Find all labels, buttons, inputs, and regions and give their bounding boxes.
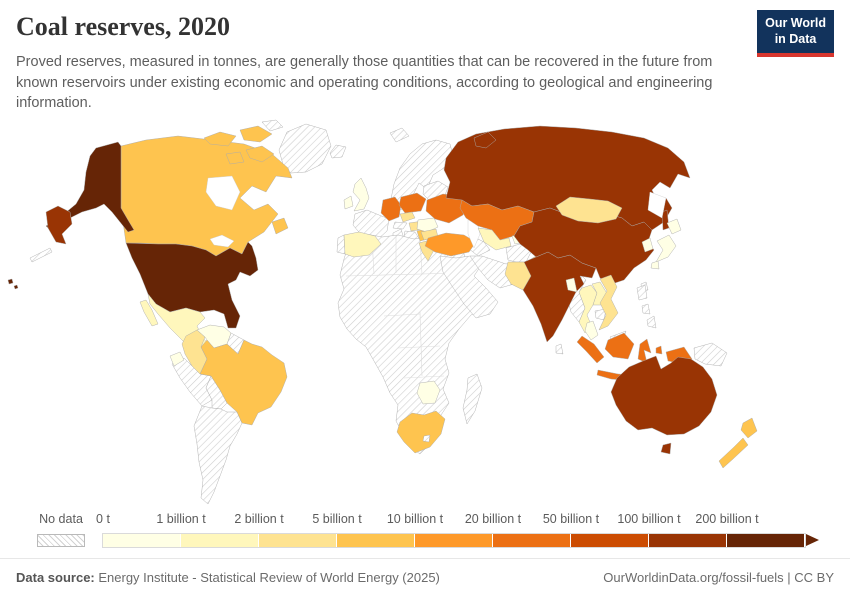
country-papua-new-guinea[interactable] — [693, 342, 728, 367]
data-source-label: Data source: — [16, 570, 95, 585]
owid-logo-line2: in Data — [774, 32, 817, 47]
legend-swatch[interactable] — [337, 534, 415, 547]
country-bangladesh[interactable] — [565, 277, 578, 293]
country-malaysia[interactable] — [584, 320, 599, 341]
legend-swatch[interactable] — [181, 534, 259, 547]
country-spain[interactable] — [343, 231, 382, 258]
legend-swatch[interactable] — [649, 534, 727, 547]
owid-logo-line1: Our World — [765, 16, 826, 30]
legend-swatch[interactable] — [103, 534, 181, 547]
country-south-africa[interactable] — [396, 410, 446, 454]
hudson-bay — [205, 175, 241, 211]
country-vietnam[interactable] — [598, 274, 619, 331]
footer: Data source: Energy Institute - Statisti… — [0, 558, 850, 585]
country-japan[interactable] — [650, 218, 682, 270]
legend-swatch[interactable] — [415, 534, 493, 547]
country-madagascar[interactable] — [462, 373, 483, 425]
legend-tick-label: 100 billion t — [617, 512, 681, 526]
legend-no-data-label: No data — [39, 512, 83, 526]
country-poland[interactable] — [398, 192, 427, 214]
country-philippines[interactable] — [636, 284, 657, 329]
legend-swatch[interactable] — [259, 534, 337, 547]
legend-tick-label: 0 t — [96, 512, 110, 526]
legend-tick-label: 2 billion t — [234, 512, 284, 526]
legend-tick-label: 50 billion t — [542, 512, 600, 526]
region-aleutian-islands[interactable] — [29, 247, 53, 263]
country-new-zealand[interactable] — [718, 417, 758, 469]
country-lesotho[interactable] — [422, 434, 431, 443]
country-czechia[interactable] — [399, 211, 416, 223]
country-south-korea[interactable] — [641, 237, 654, 253]
country-germany[interactable] — [380, 196, 402, 222]
chart-subtitle: Proved reserves, measured in tonnes, are… — [16, 54, 713, 112]
data-source-text: Data source: Energy Institute - Statisti… — [16, 570, 440, 585]
map-legend: No data 0 t 1 billion t 2 billion t 5 billi… — [0, 510, 850, 556]
country-arctic-island[interactable] — [261, 119, 284, 132]
country-sri-lanka[interactable] — [555, 343, 564, 355]
country-australia[interactable] — [610, 355, 718, 455]
country-united-kingdom[interactable] — [352, 177, 370, 212]
country-svalbard[interactable] — [389, 127, 410, 143]
legend-bar-frame — [102, 533, 806, 548]
country-uzbekistan[interactable] — [477, 227, 512, 251]
sea-of-okhotsk — [647, 191, 667, 219]
owid-footer-link[interactable]: OurWorldinData.org/fossil-fuels | CC BY — [603, 570, 834, 585]
country-ireland[interactable] — [343, 195, 354, 210]
legend-no-data-swatch[interactable] — [37, 534, 85, 547]
world-choropleth-map — [7, 119, 758, 505]
page-title: Coal reserves, 2020 — [16, 12, 230, 41]
country-austria[interactable] — [392, 221, 408, 230]
legend-tick-label: 20 billion t — [464, 512, 522, 526]
legend-tick-label: 200 billion t — [695, 512, 759, 526]
country-turkey[interactable] — [424, 232, 477, 257]
region-chile-argentina[interactable] — [193, 405, 243, 505]
country-canada[interactable] — [120, 125, 293, 257]
legend-swatch[interactable] — [571, 534, 649, 547]
data-source-value: Energy Institute - Statistical Review of… — [94, 570, 440, 585]
country-portugal[interactable] — [336, 234, 346, 255]
legend-swatch[interactable] — [493, 534, 571, 547]
country-greenland[interactable] — [278, 123, 332, 174]
great-lakes — [209, 234, 235, 248]
legend-arrow-cap — [806, 534, 819, 546]
owid-logo[interactable]: Our World in Data — [757, 10, 834, 57]
country-zimbabwe[interactable] — [416, 380, 441, 405]
legend-tick-label: 1 billion t — [156, 512, 206, 526]
country-france[interactable] — [352, 209, 390, 241]
country-mongolia[interactable] — [555, 196, 623, 224]
country-ecuador[interactable] — [169, 351, 185, 367]
legend-tick-label: 5 billion t — [312, 512, 362, 526]
country-brazil[interactable] — [199, 339, 288, 426]
legend-swatch[interactable] — [727, 534, 805, 547]
legend-tick-label: 10 billion t — [386, 512, 444, 526]
country-iceland[interactable] — [329, 144, 347, 159]
